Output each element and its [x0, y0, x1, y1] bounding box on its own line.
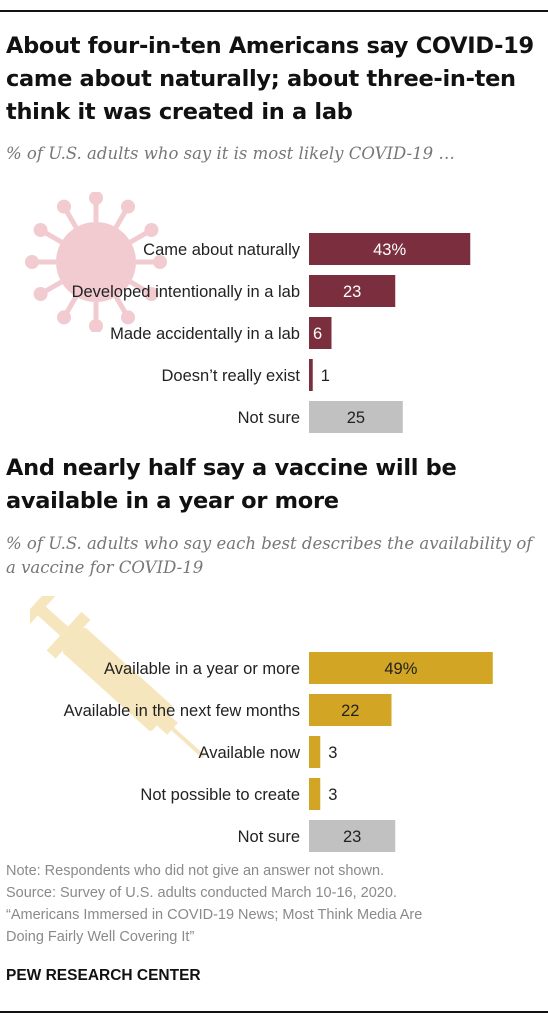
bar — [309, 233, 471, 265]
value-label: 1 — [321, 367, 330, 385]
value-label: 23 — [343, 828, 361, 846]
value-label: 3 — [328, 786, 337, 804]
value-label: 22 — [341, 702, 359, 720]
category-label: Not sure — [238, 409, 300, 427]
chart-1: Came about naturally 43% Developed intenti… — [72, 233, 471, 433]
bar — [309, 401, 403, 433]
syringe-icon — [30, 596, 206, 759]
chart-2: Available in a year or more 49% Available … — [64, 652, 493, 852]
value-label: 6 — [313, 325, 322, 343]
bar — [309, 694, 392, 726]
bar — [309, 359, 313, 391]
bar — [309, 317, 332, 349]
chart-2-title: And nearly half say a vaccine will be av… — [6, 455, 457, 514]
category-label: Available now — [198, 744, 300, 762]
category-label: Doesn’t really exist — [162, 367, 301, 385]
bottom-rule — [0, 1011, 548, 1013]
bar — [309, 652, 493, 684]
chart-1-subtitle: % of U.S. adults who say it is most like… — [6, 144, 455, 163]
value-label: 49% — [384, 660, 417, 678]
brand-label: PEW RESEARCH CENTER — [6, 967, 201, 984]
bar — [309, 820, 396, 852]
value-label: 3 — [328, 744, 337, 762]
top-rule — [0, 10, 548, 12]
chart-2-subtitle: % of U.S. adults who say each best descr… — [6, 534, 533, 577]
note-line: Note: Respondents who did not give an an… — [6, 863, 385, 879]
source-line: Source: Survey of U.S. adults conducted … — [6, 885, 397, 901]
notes: Note: Respondents who did not give an an… — [6, 860, 542, 948]
virus-icon — [25, 192, 167, 332]
value-label: 43% — [373, 241, 406, 259]
report-title-line: “Americans Immersed in COVID-19 News; Mo… — [6, 907, 423, 923]
virus-shape — [25, 192, 167, 332]
value-label: 23 — [343, 283, 361, 301]
value-label: 25 — [347, 409, 365, 427]
chart-1-title: About four-in-ten Americans say COVID-19… — [6, 33, 534, 125]
category-label: Available in a year or more — [104, 660, 300, 678]
category-label: Developed intentionally in a lab — [72, 283, 300, 301]
bar — [309, 778, 321, 810]
syringe-shape — [30, 596, 206, 759]
category-label: Came about naturally — [143, 241, 301, 259]
bar — [309, 736, 321, 768]
category-label: Not sure — [238, 828, 300, 846]
bar — [309, 275, 396, 307]
report-title-line: Doing Fairly Well Covering It” — [6, 929, 195, 945]
category-label: Available in the next few months — [64, 702, 300, 720]
category-label: Made accidentally in a lab — [110, 325, 300, 343]
category-label: Not possible to create — [140, 786, 300, 804]
